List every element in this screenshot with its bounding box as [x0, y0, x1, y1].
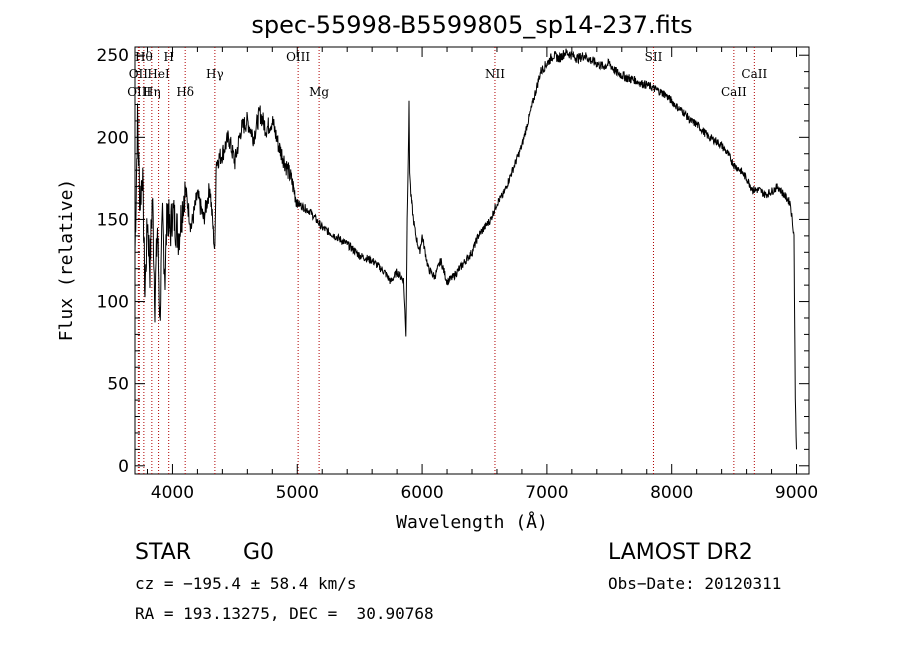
plot-frame: [134, 46, 810, 475]
spectral-line-label: Hη: [143, 85, 161, 99]
x-axis-ticks: 4000 5000 6000 7000 8000 9000: [146, 47, 818, 503]
object-subclass: G0: [243, 540, 275, 565]
spectral-line-label: SII: [645, 50, 663, 64]
spectral-line-label: H: [163, 50, 173, 64]
spectral-line-label: CaII: [741, 67, 767, 81]
spectral-line-label: Hγ: [206, 67, 224, 81]
x-axis-label: Wavelength (Å): [396, 511, 548, 533]
spectral-line-label: OIII: [127, 85, 151, 99]
y-axis-label: Flux (relative): [56, 179, 77, 342]
y-tick-label: 50: [107, 375, 129, 395]
y-tick-label: 100: [97, 293, 129, 313]
y-tick-label: 250: [97, 46, 129, 66]
spectral-line-label: Hθ: [135, 50, 153, 64]
y-tick-label: 200: [97, 128, 129, 148]
x-tick-label: 6000: [400, 483, 443, 503]
spectral-line-label: Mg: [309, 85, 329, 99]
x-tick-label: 7000: [525, 483, 568, 503]
spectral-line-markers: [137, 47, 755, 474]
observation-date: Obs−Date: 20120311: [608, 574, 782, 593]
spectrum-chart: spec-55998-B5599805_sp14-237.fits OIIOII…: [56, 11, 818, 533]
spectral-line-labels: OII OIII Hθ Hη HeI H Hδ Hγ OIII Mg NII SII CaII CaII: [127, 50, 767, 99]
x-tick-label: 4000: [151, 483, 194, 503]
y-tick-label: 0: [118, 457, 129, 477]
spectral-line-label: NII: [485, 67, 505, 81]
y-tick-label: 150: [97, 210, 129, 230]
spectral-line-label: HeI: [147, 67, 170, 81]
spectral-line-label: OII: [129, 67, 149, 81]
spectrum-series-line: [134, 48, 797, 450]
y-axis-ticks: 0 50 100 150 200 250: [97, 46, 809, 477]
x-tick-label: 5000: [276, 483, 319, 503]
object-class: STAR: [135, 540, 192, 565]
chart-title: spec-55998-B5599805_sp14-237.fits: [251, 11, 692, 39]
spectral-line-label: Hδ: [176, 85, 194, 99]
spectral-line-label: CaII: [721, 85, 747, 99]
spectral-line-label: OIII: [286, 50, 310, 64]
x-tick-label: 8000: [650, 483, 693, 503]
x-tick-label: 9000: [775, 483, 818, 503]
survey-name: LAMOST DR2: [608, 540, 753, 565]
coordinates: RA = 193.13275, DEC = 30.90768: [135, 604, 434, 623]
redshift-cz: cz = −195.4 ± 58.4 km/s: [135, 574, 357, 593]
